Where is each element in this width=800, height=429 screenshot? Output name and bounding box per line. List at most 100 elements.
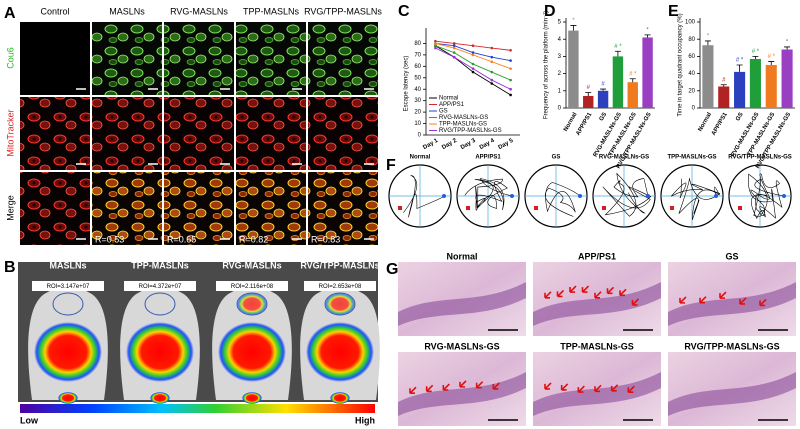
arrow [719, 291, 727, 299]
arrow [544, 382, 552, 390]
arrow [594, 291, 602, 299]
colocalization-r: R=0.82 [239, 234, 268, 244]
roi-box [124, 281, 196, 291]
point [471, 70, 475, 74]
error-bar [570, 25, 577, 31]
micrograph [308, 22, 378, 95]
bar [583, 95, 594, 108]
error-bar [629, 78, 636, 83]
annotation: # * [768, 54, 776, 60]
arrow [619, 288, 627, 297]
arrow [679, 296, 687, 304]
arrow [492, 382, 500, 390]
y-tick-label: 70 [414, 52, 421, 58]
annotation: # * [614, 44, 622, 50]
platform [602, 206, 606, 210]
error-bar [784, 46, 791, 50]
y-tick-label: 40 [688, 71, 695, 77]
bar [765, 65, 777, 108]
point [452, 55, 456, 59]
brain-roi [236, 292, 268, 316]
point [490, 55, 494, 59]
swim-path [464, 178, 513, 211]
column-header: MASLNs [109, 6, 145, 16]
signal [150, 392, 170, 404]
swim-path [403, 175, 445, 218]
arrow [610, 384, 619, 392]
annotation: # [601, 82, 605, 88]
micrograph [236, 172, 306, 245]
legend-label: TPP-MASLNs-GS [439, 122, 487, 128]
point [452, 44, 456, 48]
y-tick-label: 5 [558, 20, 562, 26]
panel-letter: B [4, 259, 16, 276]
point [471, 44, 475, 48]
start [714, 194, 718, 198]
error-bar [614, 50, 621, 57]
micrograph [308, 97, 378, 170]
cell-layer [398, 282, 526, 326]
brain-roi [144, 292, 176, 316]
signal [34, 322, 102, 382]
group-label: RVG-MASLNs [222, 260, 281, 270]
arrow [442, 383, 450, 391]
y-tick-label: 10 [414, 121, 421, 127]
group-label: GS [725, 251, 738, 261]
group-label: MASLNs [49, 260, 86, 270]
legend-label: APP/PS1 [439, 102, 465, 108]
signal [306, 322, 374, 382]
y-tick-label: 20 [688, 88, 695, 94]
group-label: TPP-MASLNs-GS [560, 341, 634, 351]
y-tick-label: 2 [558, 71, 562, 77]
y-tick-label: 60 [688, 54, 695, 60]
micrograph [92, 172, 162, 245]
cell-layer [398, 372, 526, 416]
scale-high: High [355, 415, 375, 425]
y-tick-label: 50 [414, 75, 421, 81]
group-label: TPP-MASLNs [131, 260, 189, 270]
arrow [409, 386, 417, 395]
cell-layer [533, 282, 661, 326]
point [490, 82, 494, 85]
micrograph [236, 22, 306, 95]
x-tick-label: Day 5 [498, 138, 515, 152]
scale-low: Low [20, 415, 39, 425]
row-label: MitoTracker [5, 109, 15, 156]
group-label: RVG/TPP-MASLNs [300, 260, 379, 270]
colocalization-r: R=0.65 [167, 234, 196, 244]
group-label: RVG/TPP-MASLNs-GS [728, 155, 792, 161]
annotation: # * [629, 71, 637, 77]
panel-letter: D [544, 3, 556, 20]
point [471, 51, 475, 54]
roi-box [216, 281, 288, 291]
bar [642, 37, 653, 109]
point [509, 67, 512, 70]
signal [218, 322, 286, 382]
signal [126, 322, 194, 382]
cell-layer [668, 282, 796, 326]
error-bar [768, 61, 775, 65]
group-label: GS [552, 155, 561, 161]
brain-roi [324, 292, 356, 316]
swim-path [748, 173, 785, 219]
bar [781, 49, 793, 108]
swim-path [602, 172, 652, 217]
y-tick-label: 100 [685, 20, 696, 26]
y-tick-label: 40 [414, 87, 421, 93]
point [471, 53, 475, 57]
panel-letter: F [386, 157, 396, 174]
point [509, 93, 512, 97]
cell-layer [668, 372, 796, 416]
start [510, 194, 514, 198]
colocalization-r: R=0.83 [311, 234, 340, 244]
micrograph [308, 172, 378, 245]
arrow [606, 286, 615, 295]
panel-letter: G [386, 261, 398, 278]
group-label: Normal [410, 155, 431, 161]
signal [58, 392, 78, 404]
error-bar [704, 40, 711, 46]
column-header: Control [40, 6, 69, 16]
micrograph [236, 97, 306, 170]
bar [568, 30, 579, 109]
